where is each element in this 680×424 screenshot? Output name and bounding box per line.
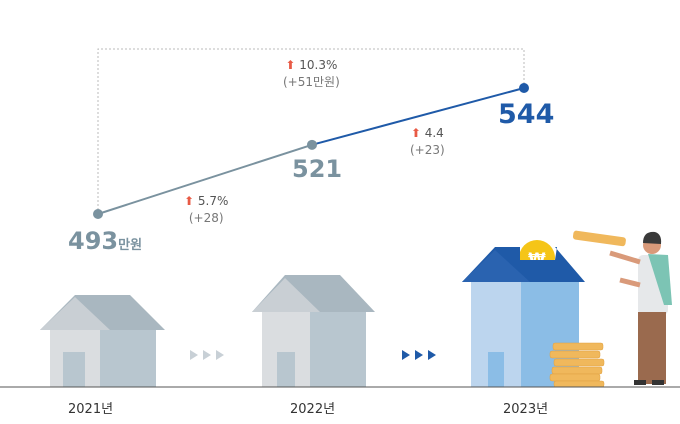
data-point — [307, 139, 317, 150]
year-label-2022: 2022년 — [290, 402, 336, 417]
up-arrow-icon: ⬆ — [410, 126, 421, 140]
house-2021-icon — [40, 295, 165, 387]
data-point — [93, 209, 103, 219]
change-label-total: ⬆ 10.3% (+51만원) — [283, 58, 340, 89]
up-arrow-icon: ⬆ — [184, 194, 195, 208]
up-arrow-icon: ⬆ — [285, 58, 296, 72]
change-label-1: ⬆ 5.7% (+28) — [184, 194, 229, 225]
change-label-2: ⬆ 4.4 (+23) — [410, 126, 445, 157]
data-point — [519, 83, 529, 93]
total-bracket — [97, 48, 525, 210]
value-label-2023: 544 — [498, 99, 555, 130]
year-label-2021: 2021년 — [68, 402, 114, 417]
coin-stack-icon — [549, 342, 605, 388]
arrows-2-icon — [402, 350, 436, 360]
person-icon — [572, 230, 672, 385]
line-segment — [311, 87, 525, 146]
value-label-2022: 521 — [292, 155, 343, 183]
arrows-1-icon — [190, 350, 224, 360]
line-segment — [97, 143, 313, 215]
year-label-2023: 2023년 — [503, 402, 549, 417]
value-label-2021: 493만원 — [68, 227, 143, 255]
house-2022-icon — [252, 275, 375, 387]
